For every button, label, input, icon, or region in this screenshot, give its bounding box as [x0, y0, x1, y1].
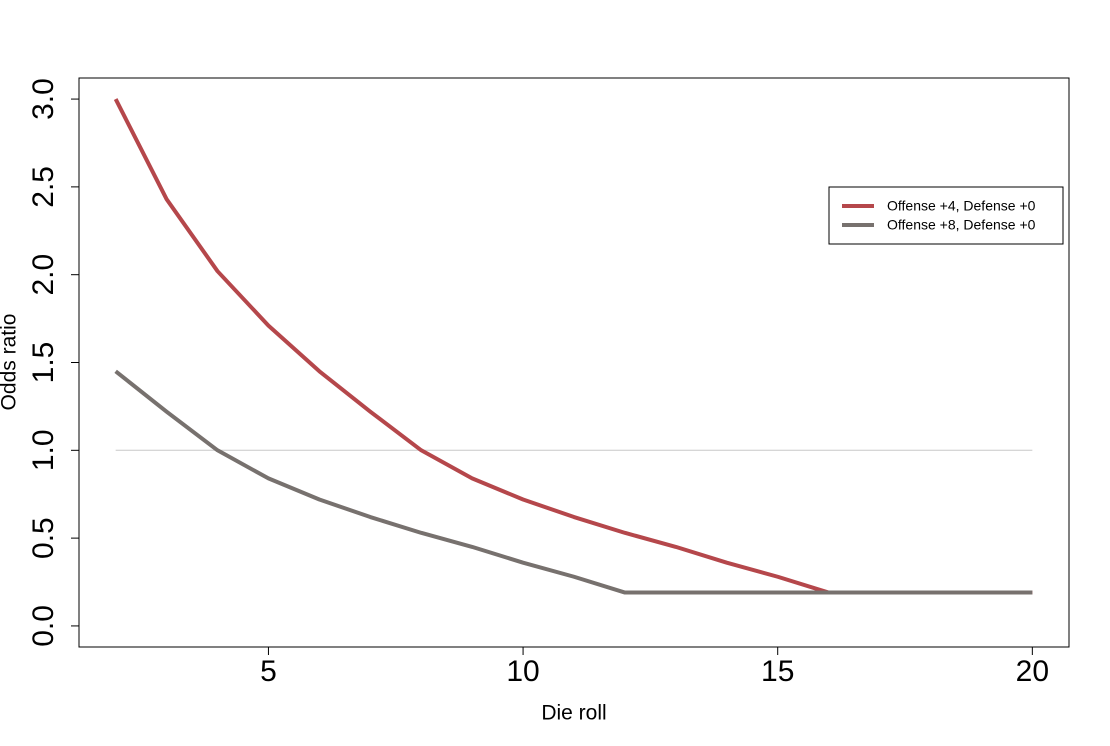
data-line: [114, 369, 1033, 595]
y-tick-label: 1.5: [27, 342, 60, 384]
x-tick-label: 15: [761, 655, 794, 688]
y-tick-label: 3.0: [27, 78, 60, 120]
y-tick-label: 2.0: [27, 254, 60, 296]
x-tick-label: 10: [506, 655, 539, 688]
plot-frame: [78, 77, 1070, 648]
y-tick-label: 0.0: [27, 605, 60, 647]
data-line: [113, 98, 1033, 595]
legend-label: Offense +4, Defense +0: [887, 198, 1036, 214]
y-tick-label: 0.5: [27, 517, 60, 559]
legend-label: Offense +8, Defense +0: [887, 217, 1036, 233]
x-tick-label: 20: [1016, 655, 1049, 688]
y-axis-title: Odds ratio: [0, 314, 21, 411]
y-tick-label: 2.5: [27, 166, 60, 208]
legend-box: [828, 186, 1064, 245]
y-tick-label: 1.0: [27, 429, 60, 471]
x-tick-label: 5: [260, 655, 277, 688]
x-axis-title: Die roll: [541, 702, 606, 725]
